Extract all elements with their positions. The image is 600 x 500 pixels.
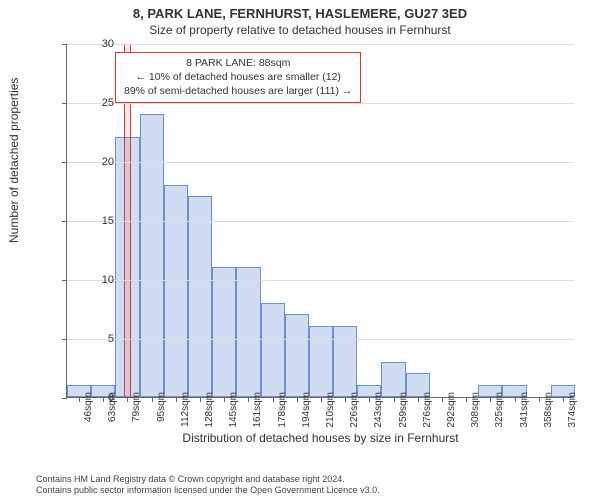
xtick-mark [176, 397, 177, 402]
xtick-mark [490, 397, 491, 402]
ytick-mark [62, 280, 67, 281]
xtick-mark [224, 397, 225, 402]
xtick-label: 145sqm [228, 392, 239, 428]
xtick-label: 210sqm [325, 392, 336, 428]
ytick-label: 0 [78, 392, 114, 404]
attribution-line: Contains HM Land Registry data © Crown c… [36, 474, 592, 485]
xtick-mark [515, 397, 516, 402]
ytick-mark [62, 221, 67, 222]
ytick-label: 25 [78, 97, 114, 109]
callout-line: ← 10% of detached houses are smaller (12… [124, 70, 352, 84]
xtick-label: 161sqm [252, 392, 263, 428]
xtick-label: 308sqm [470, 392, 481, 428]
gridline [67, 162, 574, 163]
xtick-mark [369, 397, 370, 402]
y-axis-label: Number of detached properties [7, 78, 21, 243]
xtick-label: 226sqm [349, 392, 360, 428]
xtick-label: 243sqm [373, 392, 384, 428]
plot-area: 46sqm63sqm79sqm95sqm112sqm128sqm145sqm16… [66, 44, 574, 398]
xtick-mark [297, 397, 298, 402]
xtick-label: 259sqm [398, 392, 409, 428]
attribution-line: Contains public sector information licen… [36, 485, 592, 496]
ytick-mark [62, 339, 67, 340]
highlight-callout: 8 PARK LANE: 88sqm ← 10% of detached hou… [115, 52, 361, 103]
gridline [67, 280, 574, 281]
xtick-mark [418, 397, 419, 402]
xtick-label: 128sqm [204, 392, 215, 428]
ytick-label: 15 [78, 215, 114, 227]
page-subtitle: Size of property relative to detached ho… [0, 21, 600, 37]
xtick-label: 276sqm [422, 392, 433, 428]
xtick-mark [563, 397, 564, 402]
gridline [67, 339, 574, 340]
callout-line: 8 PARK LANE: 88sqm [124, 56, 352, 70]
xtick-mark [539, 397, 540, 402]
xtick-label: 112sqm [180, 392, 191, 427]
x-axis-label: Distribution of detached houses by size … [67, 431, 574, 445]
ytick-label: 5 [78, 333, 114, 345]
xtick-label: 178sqm [277, 392, 288, 428]
xtick-mark [273, 397, 274, 402]
ytick-mark [62, 44, 67, 45]
page-title: 8, PARK LANE, FERNHURST, HASLEMERE, GU27… [0, 0, 600, 21]
chart-container: Number of detached properties 46sqm63sqm… [26, 38, 586, 448]
xtick-label: 292sqm [446, 392, 457, 428]
xtick-mark [466, 397, 467, 402]
xtick-label: 194sqm [301, 392, 312, 428]
xtick-label: 341sqm [519, 392, 530, 428]
gridline [67, 103, 574, 104]
ytick-label: 30 [78, 38, 114, 50]
xtick-mark [321, 397, 322, 402]
gridline [67, 44, 574, 45]
callout-line: 89% of semi-detached houses are larger (… [124, 84, 352, 98]
xtick-mark [127, 397, 128, 402]
ytick-label: 10 [78, 274, 114, 286]
xtick-label: 325sqm [494, 392, 505, 428]
gridline [67, 221, 574, 222]
ytick-mark [62, 103, 67, 104]
xtick-mark [345, 397, 346, 402]
xtick-label: 358sqm [543, 392, 554, 428]
xtick-label: 79sqm [131, 392, 142, 422]
ytick-mark [62, 162, 67, 163]
xtick-mark [394, 397, 395, 402]
xtick-mark [200, 397, 201, 402]
attribution-text: Contains HM Land Registry data © Crown c… [36, 474, 592, 497]
ytick-label: 20 [78, 156, 114, 168]
xtick-label: 95sqm [156, 392, 167, 422]
ytick-mark [62, 398, 67, 399]
xtick-mark [248, 397, 249, 402]
xtick-mark [152, 397, 153, 402]
xtick-mark [442, 397, 443, 402]
xtick-label: 374sqm [567, 392, 578, 428]
